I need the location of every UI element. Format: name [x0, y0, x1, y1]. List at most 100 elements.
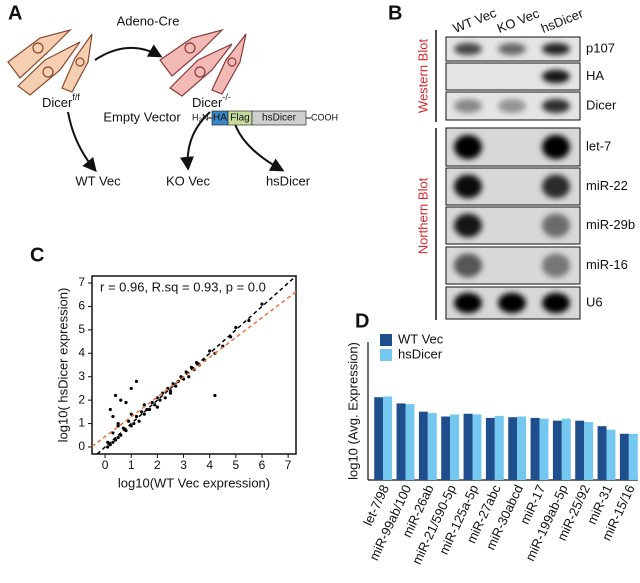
point [106, 445, 110, 449]
lane-label: hsDicer [539, 5, 586, 36]
point [124, 400, 128, 405]
y-axis-label: log10 (Avg. Expression) [345, 342, 360, 480]
arrow [67, 111, 97, 173]
row-label: miR-16 [586, 257, 628, 272]
superscript: f/f [72, 92, 80, 102]
arrow [94, 44, 163, 61]
point [116, 421, 120, 426]
point [147, 407, 152, 412]
band [454, 43, 482, 55]
bar [606, 429, 616, 480]
x-tick-label: 1 [128, 458, 135, 472]
y-tick-label: 0 [78, 439, 85, 453]
row-label: Dicer [586, 97, 617, 112]
point [134, 414, 139, 419]
band [542, 43, 570, 55]
y-tick-label: 2 [78, 392, 85, 406]
construct: H₂N HA Flag hsDicer COOH [192, 110, 338, 126]
genotype-label: Dicerf/f [42, 92, 80, 110]
x-tick-label: 4 [206, 458, 213, 472]
point [213, 393, 217, 398]
point [129, 386, 133, 391]
bar [584, 422, 594, 480]
point [153, 403, 157, 407]
band [498, 99, 526, 113]
point [132, 421, 136, 426]
group-label: Western Blot [415, 39, 430, 114]
bar [539, 418, 549, 480]
row-label: miR-22 [586, 178, 628, 193]
bar [472, 414, 482, 480]
point [129, 412, 133, 416]
band [454, 213, 482, 238]
point [113, 393, 118, 398]
row-label: U6 [586, 294, 603, 309]
point [208, 349, 212, 353]
point [234, 325, 238, 330]
legend-swatch [380, 349, 392, 361]
x-tick-label: 6 [259, 458, 266, 472]
bar [485, 417, 495, 480]
point [155, 405, 159, 409]
x-axis-label: log10(WT Vec expression) [118, 475, 270, 490]
bar [418, 411, 428, 480]
point [116, 436, 120, 440]
band [498, 43, 526, 55]
bar [463, 413, 473, 480]
point [108, 407, 112, 412]
x-tick-label: 2 [154, 458, 161, 472]
vector-label: Empty Vector [103, 109, 181, 124]
point [140, 410, 144, 414]
panel-label: A [8, 2, 22, 24]
arrow [180, 111, 211, 171]
superscript: -/- [222, 92, 231, 102]
band [498, 292, 526, 314]
band [454, 99, 482, 113]
band [454, 253, 482, 278]
band [454, 174, 482, 199]
group-label: Northern Blot [415, 177, 430, 254]
bar [575, 420, 585, 480]
bar [427, 413, 437, 480]
y-axis-label: log10( hsDicer expression) [55, 288, 70, 443]
tag-label: Flag [230, 113, 249, 124]
treatment-label: Adeno-Cre [117, 13, 180, 28]
bar [552, 420, 562, 480]
panel-label: B [388, 2, 402, 24]
fit-line [91, 291, 297, 448]
bar [561, 418, 571, 480]
band [542, 253, 570, 278]
y-tick-label: 7 [78, 275, 85, 289]
legend-swatch [380, 334, 392, 346]
x-tick-label: 3 [180, 458, 187, 472]
bar [383, 396, 393, 480]
tag-label: HA [213, 113, 227, 124]
point [137, 419, 141, 423]
band [454, 134, 482, 160]
bar [494, 415, 504, 480]
outcome-label: WT Vec [75, 173, 121, 188]
bar [628, 433, 638, 480]
point [163, 396, 167, 400]
point [119, 398, 123, 402]
point [247, 318, 251, 323]
bar [441, 416, 451, 480]
row-label: miR-29b [586, 217, 635, 232]
x-tick-label: 5 [233, 458, 240, 472]
bar [396, 403, 406, 480]
y-tick-label: 5 [78, 322, 85, 336]
point [142, 412, 146, 416]
point [168, 391, 173, 395]
x-tick-label: 7 [285, 458, 292, 472]
y-tick-label: 1 [78, 416, 85, 430]
bar [530, 417, 540, 480]
point [174, 384, 178, 388]
band [542, 134, 570, 160]
bar [517, 416, 527, 480]
bar [450, 414, 460, 480]
outcome-label: hsDicer [266, 173, 311, 188]
identity-line [96, 275, 297, 455]
bar [619, 433, 629, 480]
